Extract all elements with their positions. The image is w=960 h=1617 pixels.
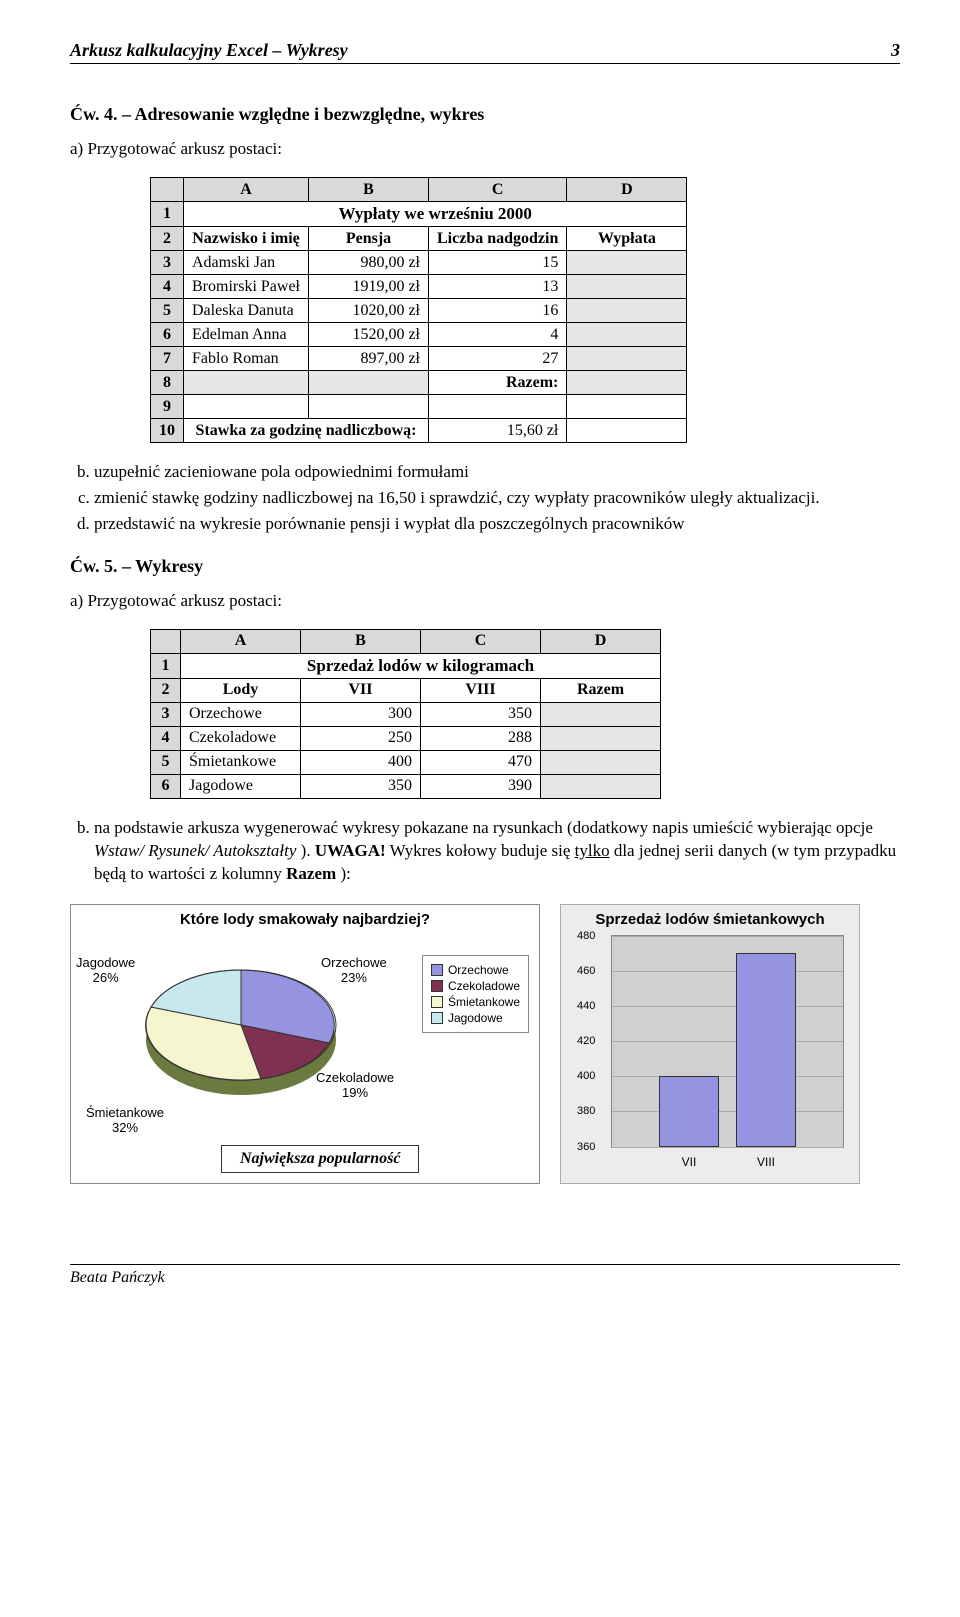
pie-title: Które lody smakowały najbardziej? (71, 905, 539, 930)
pie-label-czekoladowe: Czekoladowe19% (316, 1070, 394, 1101)
ex5-b-pre: na podstawie arkusza wygenerować wykresy… (94, 818, 873, 837)
ex4-a: a) Przygotować arkusz postaci: (70, 139, 900, 159)
footer: Beata Pańczyk (70, 1264, 900, 1287)
ex5-b-razem: Razem (286, 864, 336, 883)
pie-chart: Które lody smakowały najbardziej? Orzech… (70, 904, 540, 1184)
ex5-b-under: tylko (575, 841, 610, 860)
header-right: 3 (891, 40, 900, 61)
ex5-a: a) Przygotować arkusz postaci: (70, 591, 900, 611)
ex5-b-end: ): (340, 864, 350, 883)
ex5-b-uwaga: UWAGA! (315, 841, 386, 860)
pie-caption: Największa popularność (221, 1145, 419, 1173)
bar-plot: 360380400420440460480VIIVIII (611, 935, 844, 1148)
ex5-b-ital: Wstaw/ Rysunek/ Autokształty (94, 841, 296, 860)
ex4-b: uzupełnić zacieniowane pola odpowiednimi… (94, 461, 900, 484)
bar-title: Sprzedaż lodów śmietankowych (561, 905, 859, 930)
ex4-table: ABCD1Wypłaty we wrześniu 20002Nazwisko i… (150, 177, 687, 443)
pie-label-orzechowe: Orzechowe23% (321, 955, 387, 986)
ex5-table: ABCD1Sprzedaż lodów w kilogramach2LodyVI… (150, 629, 661, 799)
ex5-b-post: ). (301, 841, 315, 860)
ex4-list: uzupełnić zacieniowane pola odpowiednimi… (70, 461, 900, 536)
ex5-b: na podstawie arkusza wygenerować wykresy… (94, 817, 900, 886)
pie-legend: Orzechowe Czekoladowe Śmietankowe Jagodo… (422, 955, 529, 1033)
header-left: Arkusz kalkulacyjny Excel – Wykresy (70, 40, 348, 61)
ex5-list: na podstawie arkusza wygenerować wykresy… (70, 817, 900, 886)
ex5-b-mid: Wykres kołowy buduje się (390, 841, 575, 860)
pie-label-smietankowe: Śmietankowe32% (86, 1105, 164, 1136)
bar-chart: Sprzedaż lodów śmietankowych 36038040042… (560, 904, 860, 1184)
ex5-title: Ćw. 5. – Wykresy (70, 556, 900, 577)
ex4-title: Ćw. 4. – Adresowanie względne i bezwzglę… (70, 104, 900, 125)
pie-label-jagodowe: Jagodowe26% (76, 955, 135, 986)
ex4-c: zmienić stawkę godziny nadliczbowej na 1… (94, 487, 900, 510)
ex4-d: przedstawić na wykresie porównanie pensj… (94, 513, 900, 536)
